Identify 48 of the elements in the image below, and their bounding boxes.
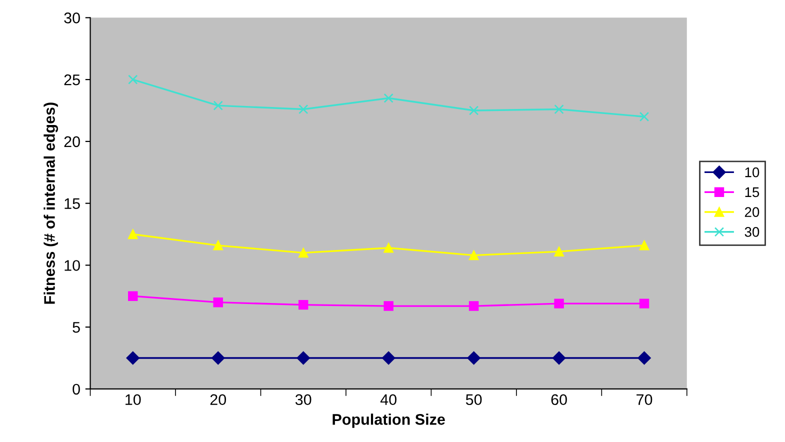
legend-label: 10: [745, 167, 760, 178]
point: [213, 240, 223, 250]
point: [554, 104, 564, 114]
legend-label: 15: [745, 187, 760, 198]
y-tick-label: 30: [64, 12, 80, 24]
point: [639, 112, 650, 122]
point: [384, 93, 394, 103]
point: [382, 351, 396, 365]
point: [213, 297, 223, 308]
point: [467, 351, 480, 365]
y-tick-label: 5: [72, 322, 80, 333]
x-tick-label: 10: [126, 394, 141, 406]
point: [468, 301, 479, 311]
point: [212, 351, 225, 365]
x-tick-label: 60: [551, 394, 567, 406]
point: [639, 240, 650, 250]
legend-label: 20: [744, 207, 760, 217]
x-tick-label: 30: [295, 394, 312, 406]
point: [468, 106, 479, 116]
y-tick-label: 0: [72, 384, 80, 395]
legend-label: 30: [744, 227, 760, 237]
point: [384, 243, 394, 253]
x-axis-title: Population Size: [332, 414, 445, 428]
x-tick-label: 20: [210, 394, 226, 406]
point: [638, 351, 651, 365]
point: [554, 298, 564, 308]
point: [126, 351, 140, 365]
x-tick-label: 50: [466, 394, 482, 406]
point: [296, 351, 310, 365]
point: [298, 248, 308, 258]
y-tick-label: 10: [64, 260, 80, 271]
point: [298, 104, 308, 114]
y-axis-title: Fitness (# of internal edges): [44, 102, 58, 304]
point: [298, 300, 308, 310]
x-tick-label: 40: [380, 394, 396, 406]
y-tick-label: 15: [64, 198, 80, 210]
point: [639, 298, 650, 308]
y-tick-label: 20: [64, 136, 80, 148]
point: [552, 351, 566, 365]
point: [128, 229, 138, 240]
point: [468, 250, 479, 260]
point: [384, 301, 394, 311]
point: [128, 291, 138, 301]
y-tick-label: 25: [64, 74, 80, 86]
x-tick-label: 70: [636, 394, 652, 406]
point: [128, 74, 138, 84]
point: [554, 246, 564, 256]
point: [213, 100, 223, 110]
